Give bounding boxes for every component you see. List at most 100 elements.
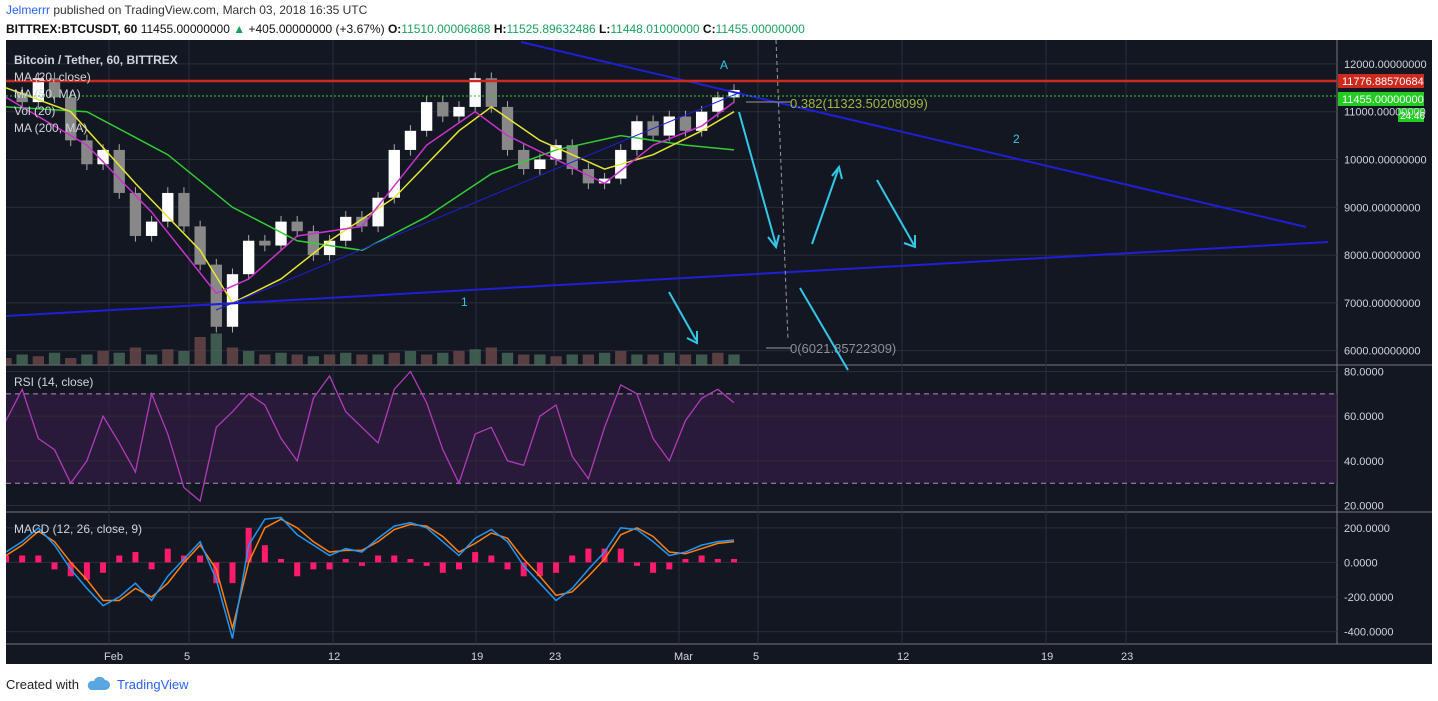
arrow-down-2[interactable] xyxy=(876,179,915,246)
arrow-down-1[interactable] xyxy=(738,111,777,246)
candle-body xyxy=(16,92,28,103)
macd-histogram-bar xyxy=(520,562,527,577)
tradingview-cloud-icon[interactable] xyxy=(85,676,111,692)
volume-bar xyxy=(194,337,206,365)
price-change: +405.00000000 (+3.67%) xyxy=(248,22,385,36)
fib-trend-line[interactable] xyxy=(775,40,789,341)
volume-bar xyxy=(582,354,595,365)
candle-body xyxy=(194,226,206,265)
legend-ma200[interactable]: MA (200, MA) xyxy=(14,121,87,135)
volume-bars xyxy=(6,333,740,365)
volume-bar xyxy=(437,352,449,365)
symbol-info: BITTREX:BTCUSDT, 60 11455.00000000 ▲ +40… xyxy=(6,22,805,36)
tradingview-link[interactable]: TradingView xyxy=(116,676,189,692)
macd-histogram-bar xyxy=(682,558,689,563)
macd-histogram-bar xyxy=(633,562,640,566)
price-tick-label: 8000.00000000 xyxy=(1344,250,1420,262)
candle-body xyxy=(81,140,93,165)
macd-histogram-bar xyxy=(197,555,204,563)
low-label: L: xyxy=(599,22,611,36)
rsi-tick-label: 80.0000 xyxy=(1344,366,1384,378)
candle-body xyxy=(291,221,303,232)
candle-body xyxy=(65,97,77,141)
candle-body xyxy=(501,106,514,150)
candle-body xyxy=(695,111,708,131)
legend-rsi[interactable]: RSI (14, close) xyxy=(14,375,93,389)
candle-body xyxy=(534,159,546,170)
time-tick-label: 5 xyxy=(753,651,759,663)
volume-bar xyxy=(550,356,562,365)
macd-histogram-bar xyxy=(326,562,333,570)
volume-bar xyxy=(420,354,433,365)
macd-tick-label: -200.0000 xyxy=(1344,592,1394,604)
candle-body xyxy=(404,130,417,150)
candle-body xyxy=(243,240,255,275)
macd-histogram-bar xyxy=(116,555,123,563)
candle-body xyxy=(469,78,481,107)
point-2-label: 2 xyxy=(1013,132,1020,146)
candle-body xyxy=(712,97,724,112)
macd-histogram-bar xyxy=(19,555,26,563)
volume-bar xyxy=(566,354,578,365)
candle-body xyxy=(356,216,368,227)
legend-vol[interactable]: Vol (20) xyxy=(14,104,55,118)
arrow-up-head xyxy=(831,164,843,180)
rsi-tick-label: 40.0000 xyxy=(1344,456,1384,468)
rsi-line xyxy=(6,370,735,503)
trading-chart[interactable]: 80.0000 60.0000 40.0000 20.0000 200.0000 0.0… xyxy=(6,40,1432,664)
trendline-thin[interactable] xyxy=(215,91,742,311)
volume-bar xyxy=(631,354,643,365)
macd-histogram-bar xyxy=(310,562,317,570)
arrow-down-3[interactable] xyxy=(668,291,697,341)
candle-body xyxy=(372,197,384,227)
volume-bar xyxy=(178,351,190,365)
time-tick-label: 23 xyxy=(549,651,561,663)
trendline-support[interactable] xyxy=(6,241,1329,317)
price-tags: 11776.88570684 11455.00000000 24:46 xyxy=(1338,74,1425,122)
arrow-down-4[interactable] xyxy=(799,287,849,371)
arrow-up[interactable] xyxy=(811,169,839,245)
macd-histogram-bar xyxy=(698,555,705,563)
author-link[interactable]: Jelmerrr xyxy=(6,3,50,17)
fib-382-label: 0.382(11323.50208099) xyxy=(790,96,928,111)
macd-histogram-bar xyxy=(601,548,608,563)
high-value: 11525.89632486 xyxy=(506,22,596,36)
last-price-tag xyxy=(1338,92,1424,106)
macd-histogram-bar xyxy=(51,562,58,570)
legend-ma50[interactable]: MA (50, MA) xyxy=(14,87,81,101)
last-price-tag-text: 11455.00000000 xyxy=(1342,94,1424,106)
created-with-text: Created with xyxy=(6,676,79,692)
candle-body xyxy=(48,78,61,98)
volume-bar xyxy=(32,356,45,365)
macd-histogram-bar xyxy=(83,562,90,580)
price-axis[interactable] xyxy=(1336,40,1432,664)
price-tick-label: 11000.00000000 xyxy=(1344,107,1426,119)
volume-bar xyxy=(291,354,303,365)
macd-histogram-bar xyxy=(472,552,479,563)
volume-bar xyxy=(469,349,481,365)
macd-tick-label: 0.0000 xyxy=(1344,557,1378,569)
resistance-tag-text: 11776.88570684 xyxy=(1342,76,1424,88)
resistance-tag xyxy=(1338,74,1424,88)
volume-bar xyxy=(485,347,497,365)
macd-histogram-bar xyxy=(229,562,236,584)
legend: Bitcoin / Tether, 60, BITTREX MA (20, cl… xyxy=(14,53,178,536)
volume-bar xyxy=(534,354,546,365)
candle-body xyxy=(728,89,740,98)
price-tick-label: 10000.00000000 xyxy=(1344,154,1427,166)
legend-macd[interactable]: MACD (12, 26, close, 9) xyxy=(14,522,142,536)
volume-bar xyxy=(598,352,611,365)
price-tick-label: 6000.00000000 xyxy=(1344,346,1420,358)
candle-body xyxy=(129,192,142,236)
trendline-resistance[interactable] xyxy=(520,41,1307,228)
volume-bar xyxy=(663,352,675,365)
last-price: 11455.00000000 xyxy=(140,22,230,36)
close-value: 11455.00000000 xyxy=(715,22,805,36)
close-label: C: xyxy=(702,22,716,36)
volume-bar xyxy=(129,347,142,365)
legend-ma20[interactable]: MA (20, close) xyxy=(14,70,91,84)
volume-bar xyxy=(243,351,255,365)
macd-histogram-bar xyxy=(35,555,42,563)
low-value: 11448.01000000 xyxy=(610,22,700,36)
publish-info: Jelmerrr published on TradingView.com, M… xyxy=(6,3,367,17)
